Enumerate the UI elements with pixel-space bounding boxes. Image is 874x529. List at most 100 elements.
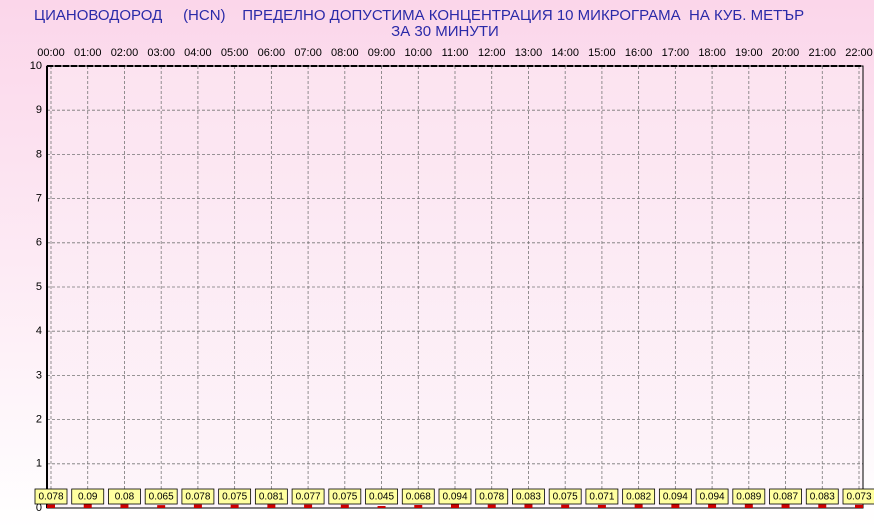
- x-tick-label: 18:00: [698, 47, 726, 59]
- x-tick-label: 00:00: [37, 47, 65, 59]
- value-label-box: [71, 488, 105, 505]
- value-label: 0.094: [663, 492, 688, 503]
- chart-subtitle: ЗА 30 МИНУТИ: [391, 23, 499, 40]
- value-label-box: [512, 488, 545, 505]
- value-label: 0.075: [222, 492, 247, 503]
- x-tick-label: 01:00: [74, 47, 102, 59]
- bar: [634, 504, 643, 508]
- value-label-box: [181, 488, 215, 505]
- bar: [524, 504, 533, 508]
- value-label: 0.089: [736, 492, 761, 503]
- bar: [83, 504, 92, 508]
- x-tick-label: 09:00: [368, 47, 396, 59]
- y-tick-label: 8: [36, 148, 42, 160]
- bar: [818, 504, 827, 508]
- x-tick-label: 20:00: [772, 47, 800, 59]
- value-label: 0.094: [700, 492, 725, 503]
- y-tick-label: 4: [36, 325, 42, 337]
- bar: [120, 504, 129, 508]
- x-tick-label: 04:00: [184, 47, 212, 59]
- chart-title: ЦИАНОВОДОРОД (HCN) ПРЕДЕЛНО ДОПУСТИМА КО…: [34, 7, 804, 24]
- bar: [267, 504, 276, 508]
- value-label-box: [622, 488, 656, 505]
- bar: [671, 503, 680, 508]
- value-label: 0.073: [846, 492, 871, 503]
- bar: [304, 504, 313, 508]
- bar: [47, 504, 55, 508]
- value-label: 0.075: [332, 492, 357, 503]
- value-label-box: [144, 488, 178, 505]
- value-label: 0.078: [185, 492, 210, 503]
- value-label: 0.078: [479, 492, 504, 503]
- bar: [744, 504, 753, 508]
- x-tick-label: 12:00: [478, 47, 506, 59]
- value-label-box: [108, 488, 141, 505]
- value-label: 0.08: [115, 492, 135, 503]
- y-tick-label: 6: [36, 237, 42, 249]
- y-tick-label: 0: [36, 502, 42, 514]
- x-tick-label: 08:00: [331, 47, 359, 59]
- value-label-box: [475, 488, 509, 505]
- value-label: 0.045: [369, 492, 394, 503]
- bar: [781, 504, 790, 508]
- value-label-box: [34, 488, 68, 505]
- value-label: 0.075: [553, 492, 578, 503]
- y-tick-label: 10: [30, 60, 42, 72]
- x-tick-label: 02:00: [111, 47, 139, 59]
- bar: [377, 506, 386, 508]
- y-tick-label: 9: [36, 104, 42, 116]
- bar: [230, 504, 239, 508]
- bar: [597, 504, 606, 508]
- x-tick-label: 11:00: [442, 47, 469, 59]
- value-label-box: [438, 488, 472, 505]
- x-tick-label: 22:00: [845, 47, 873, 59]
- y-tick-label: 1: [36, 458, 42, 470]
- value-label-box: [732, 488, 766, 505]
- bar: [561, 504, 570, 508]
- y-tick-label: 5: [36, 281, 42, 293]
- bar: [451, 503, 459, 508]
- value-label: 0.081: [259, 492, 284, 503]
- bar: [855, 504, 863, 508]
- bar: [708, 503, 717, 508]
- value-label-box: [291, 488, 325, 505]
- value-label: 0.068: [406, 492, 431, 503]
- value-label: 0.077: [296, 492, 321, 503]
- bar: [340, 504, 349, 508]
- value-label: 0.09: [78, 492, 98, 503]
- x-tick-label: 03:00: [147, 47, 175, 59]
- y-tick-label: 3: [36, 369, 42, 381]
- value-label: 0.071: [589, 492, 614, 503]
- x-tick-label: 13:00: [515, 47, 543, 59]
- value-label-box: [401, 488, 435, 505]
- value-label-box: [805, 488, 839, 505]
- value-label-box: [585, 488, 619, 505]
- bar: [414, 504, 423, 508]
- x-tick-label: 05:00: [221, 47, 249, 59]
- value-label-box: [695, 488, 729, 505]
- x-tick-label: 19:00: [735, 47, 763, 59]
- value-label: 0.094: [442, 492, 467, 503]
- x-tick-label: 10:00: [405, 47, 433, 59]
- x-tick-label: 16:00: [625, 47, 653, 59]
- x-tick-label: 07:00: [294, 47, 322, 59]
- x-tick-label: 15:00: [588, 47, 616, 59]
- value-label: 0.082: [626, 492, 651, 503]
- x-tick-label: 21:00: [809, 47, 837, 59]
- value-label-box: [769, 488, 802, 505]
- value-label: 0.083: [810, 492, 835, 503]
- value-label-box: [658, 488, 692, 505]
- value-label-box: [842, 488, 874, 505]
- x-tick-label: 06:00: [258, 47, 286, 59]
- value-label-box: [254, 488, 288, 505]
- value-label: 0.083: [516, 492, 541, 503]
- value-label: 0.078: [38, 492, 63, 503]
- value-label-box: [328, 488, 362, 505]
- value-label: 0.087: [773, 492, 798, 503]
- bar: [157, 505, 166, 508]
- y-tick-label: 2: [36, 414, 42, 426]
- value-label-box: [548, 488, 582, 505]
- y-tick-label: 7: [36, 193, 42, 205]
- bar: [487, 504, 496, 508]
